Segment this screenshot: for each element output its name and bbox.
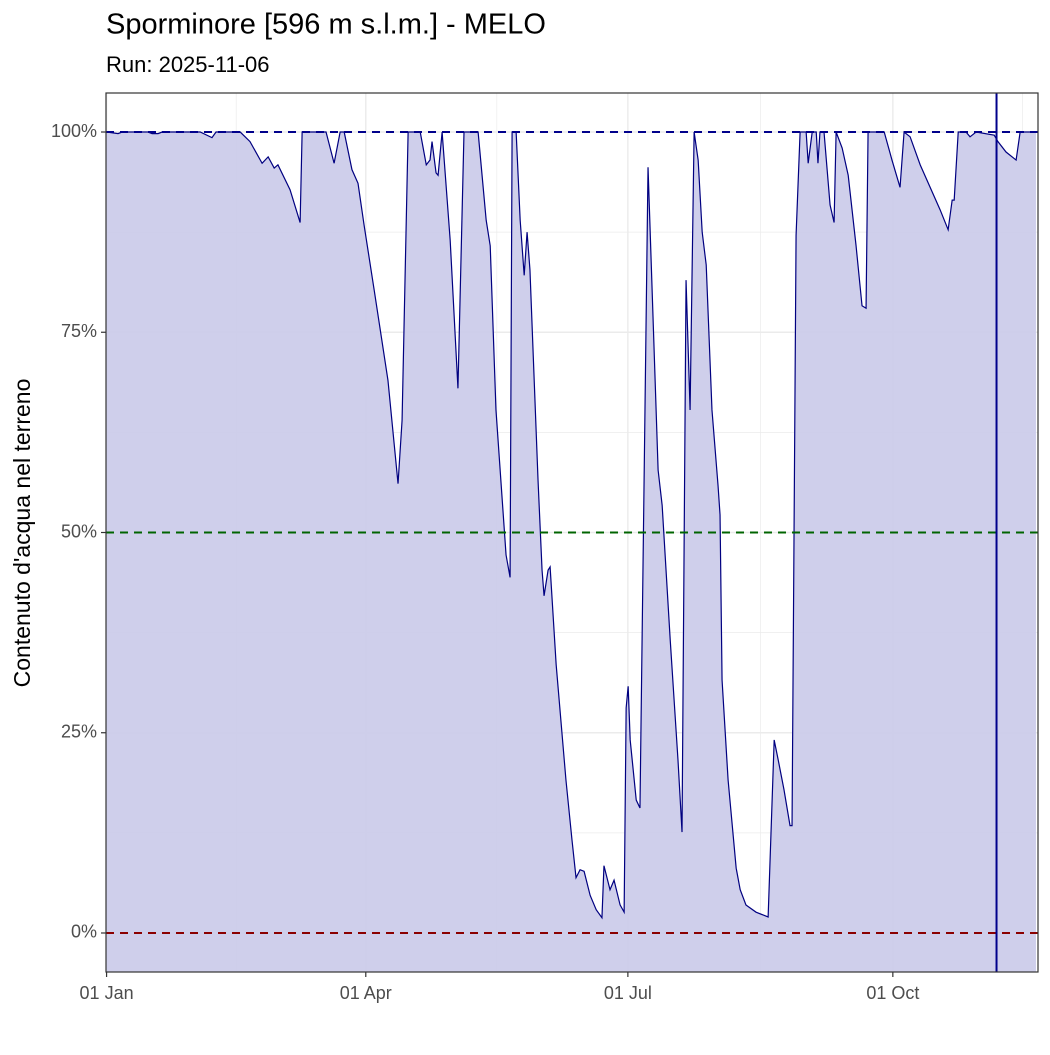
y-axis-label: Contenuto d'acqua nel terreno: [9, 379, 35, 688]
x-tick-label: 01 Apr: [340, 983, 392, 1003]
x-tick-label: 01 Jan: [80, 983, 134, 1003]
chart-subtitle: Run: 2025-11-06: [106, 52, 270, 77]
y-tick-label: 25%: [61, 721, 97, 741]
y-tick-label: 50%: [61, 521, 97, 541]
y-tick-label: 75%: [61, 321, 97, 341]
chart-title: Sporminore [596 m s.l.m.] - MELO: [106, 9, 546, 41]
y-tick-label: 100%: [51, 121, 97, 141]
x-tick-label: 01 Jul: [604, 983, 652, 1003]
area-fill: [106, 132, 1036, 972]
x-tick-label: 01 Oct: [866, 983, 919, 1003]
area-line: [106, 130, 1036, 920]
y-tick-label: 0%: [71, 922, 97, 942]
